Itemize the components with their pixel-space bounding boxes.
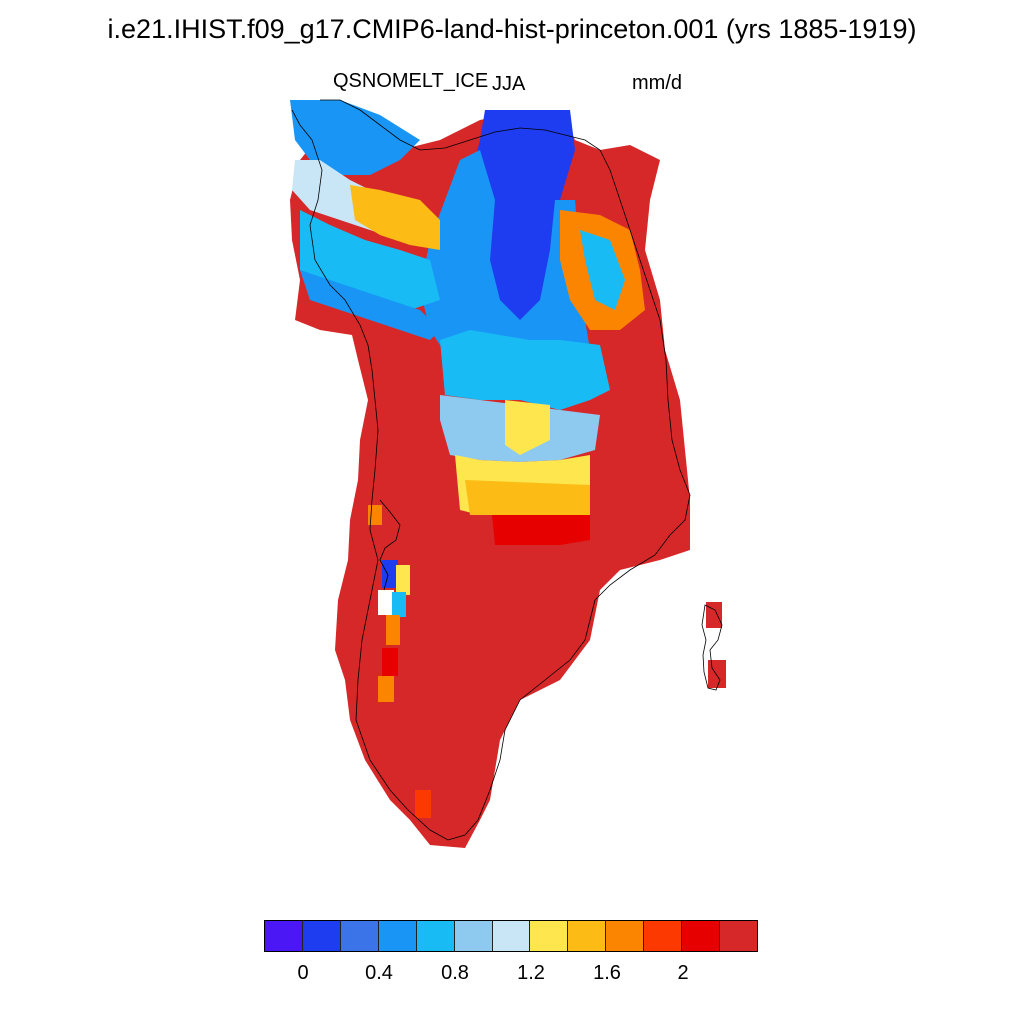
map-cell — [706, 602, 722, 628]
colorbar — [264, 920, 758, 952]
fjord-coastline — [379, 499, 401, 591]
colorbar-bin — [378, 921, 417, 951]
colorbar-bin — [644, 921, 683, 951]
season-label: JJA — [492, 73, 526, 95]
map-cell — [290, 100, 420, 175]
colorbar-tick-label: 1.2 — [517, 962, 545, 984]
units-label: mm/d — [632, 72, 682, 94]
colorbar-bin — [492, 921, 531, 951]
map-cell — [350, 185, 440, 250]
map-cell — [415, 790, 431, 818]
colorbar-tick-label: 2 — [677, 962, 689, 984]
coastline — [291, 99, 723, 841]
colorbar-bin — [340, 921, 379, 951]
variable-label: QSNOMELT_ICE — [333, 70, 489, 92]
map-cell — [392, 592, 406, 617]
colorbar-tick-label: 0 — [297, 962, 309, 984]
map-cell — [386, 615, 400, 645]
colorbar-bin — [416, 921, 455, 951]
colorbar-tick-label: 0.4 — [365, 962, 393, 984]
map-cell — [382, 648, 398, 676]
colorbar-tick-label: 0.8 — [441, 962, 469, 984]
greenland-coastline — [291, 99, 691, 841]
map-cell — [465, 480, 590, 515]
map-cell — [505, 400, 550, 455]
map-cells — [290, 100, 726, 848]
colorbar-bin — [530, 921, 569, 951]
map-cell — [492, 515, 590, 545]
map-cell — [396, 565, 410, 595]
colorbar-tick-label: 1.6 — [593, 962, 621, 984]
greenland-map — [290, 99, 726, 848]
map-cell — [440, 330, 610, 410]
plot-title: i.e21.IHIST.f09_g17.CMIP6-land-hist-prin… — [107, 14, 917, 44]
map-cell — [420, 150, 590, 372]
map-cell — [708, 660, 726, 688]
map-cell — [300, 270, 440, 340]
colorbar-bin — [606, 921, 645, 951]
map-cell — [382, 560, 398, 588]
colorbar-bin — [682, 921, 721, 951]
island-coastline — [701, 604, 723, 691]
colorbar-bin — [568, 921, 607, 951]
map-cell — [378, 676, 394, 702]
map-cell — [580, 230, 625, 310]
colorbar-bin — [720, 921, 757, 951]
colorbar-bin — [454, 921, 493, 951]
map-cell — [368, 505, 382, 525]
map-cell — [378, 590, 394, 615]
colorbar-bin — [302, 921, 341, 951]
colorbar-bin — [265, 921, 303, 951]
